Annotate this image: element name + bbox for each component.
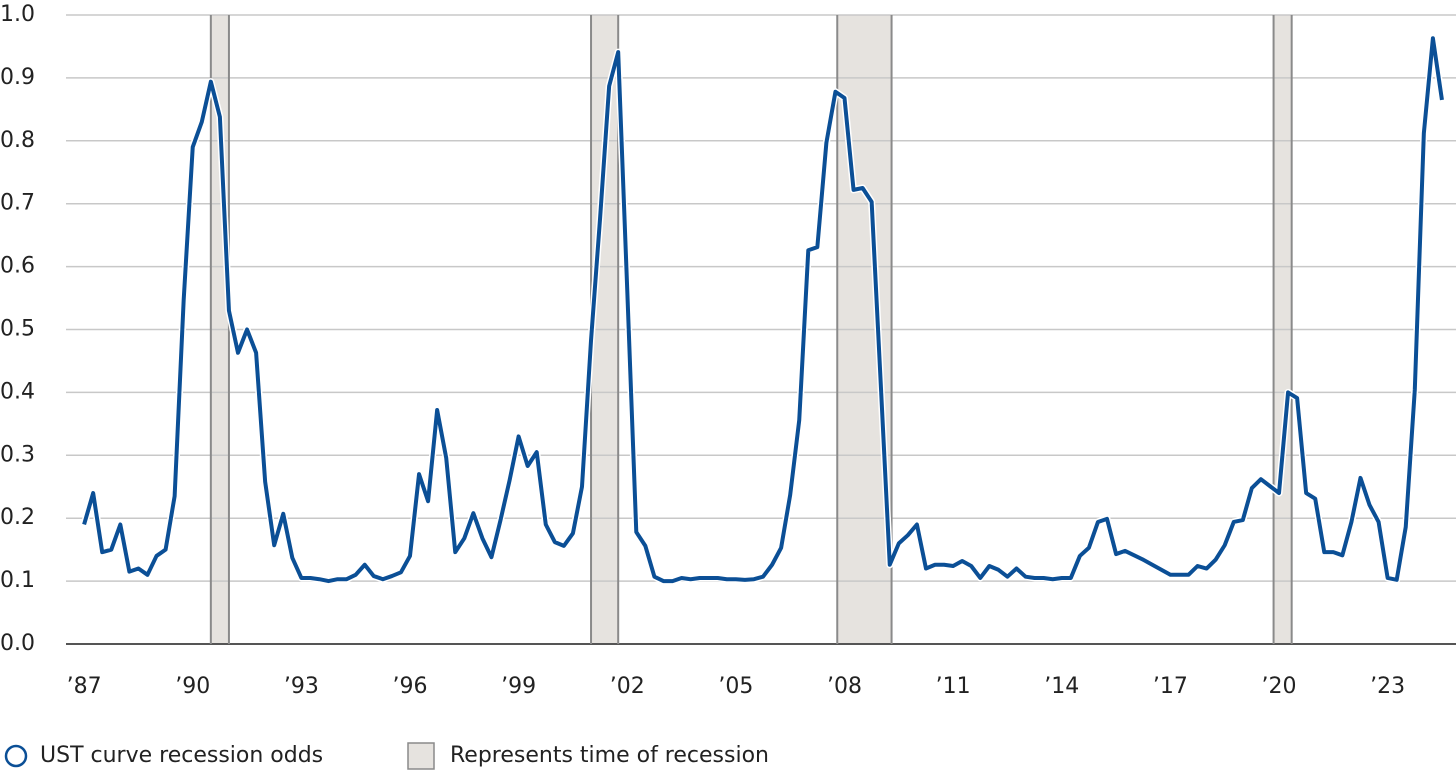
x-tick-label: ’08 (827, 674, 862, 699)
x-tick-label: ’90 (175, 674, 210, 699)
y-tick-label: 0.8 (0, 128, 35, 153)
legend-label: Represents time of recession (450, 743, 769, 768)
legend-marker (4, 744, 28, 768)
y-tick-label: 0.4 (0, 379, 35, 404)
legend-label: UST curve recession odds (40, 743, 323, 768)
y-tick-label: 0.2 (0, 505, 35, 530)
y-tick-label: 0.5 (0, 317, 35, 342)
legend-swatch (407, 742, 435, 770)
x-tick-label: ’96 (392, 674, 427, 699)
y-tick-label: 0.3 (0, 442, 35, 467)
x-tick-label: ’17 (1153, 674, 1188, 699)
y-tick-label: 0.7 (0, 191, 35, 216)
y-tick-label: 0.9 (0, 65, 35, 90)
series-line (82, 36, 1444, 584)
y-tick-label: 0.0 (0, 631, 35, 656)
y-tick-label: 0.6 (0, 254, 35, 279)
x-tick-label: ’99 (501, 674, 536, 699)
line-halo (80, 34, 1446, 585)
x-tick-label: ’87 (67, 674, 102, 699)
x-tick-label: ’23 (1370, 674, 1405, 699)
y-tick-label: 1.0 (0, 2, 35, 27)
x-tick-label: ’11 (936, 674, 971, 699)
x-tick-label: ’20 (1262, 674, 1297, 699)
x-tick-label: ’02 (610, 674, 645, 699)
x-tick-label: ’05 (718, 674, 753, 699)
x-tick-label: ’14 (1044, 674, 1079, 699)
y-tick-label: 0.1 (0, 568, 35, 593)
x-tick-label: ’93 (284, 674, 319, 699)
